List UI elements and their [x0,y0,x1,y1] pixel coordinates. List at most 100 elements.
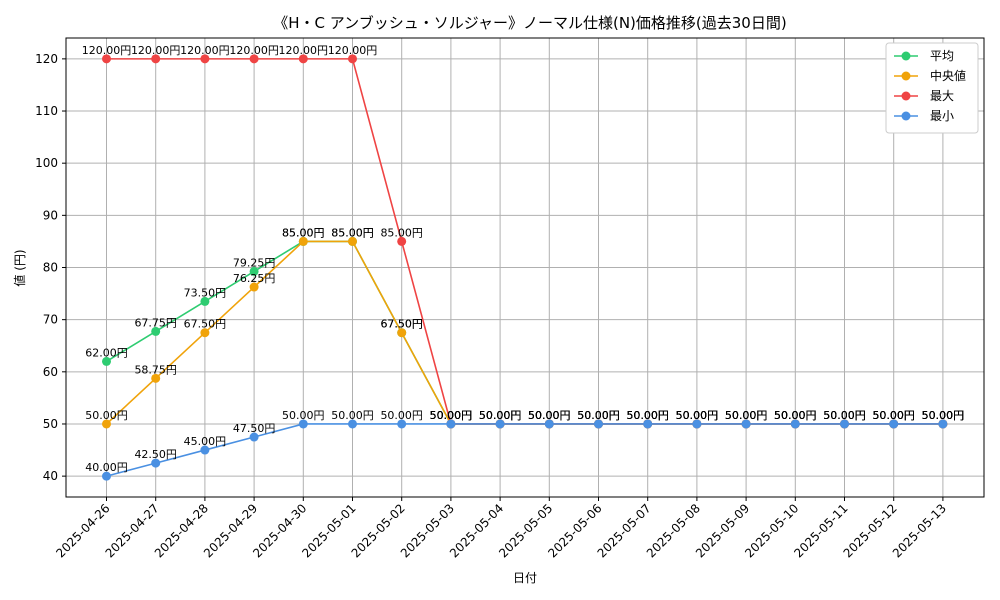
data-label: 50.00円 [626,409,669,422]
legend-label: 中央値 [930,68,966,83]
data-point [200,328,210,338]
data-label: 120.00円 [131,44,181,57]
data-point [889,419,899,429]
data-point [102,419,111,429]
data-label: 120.00円 [328,44,378,57]
x-axis-label: 日付 [513,571,537,585]
data-label: 50.00円 [676,409,719,422]
data-point [446,419,456,429]
data-label: 50.00円 [823,409,866,422]
data-label: 42.50円 [134,448,177,461]
series-lines [102,54,948,481]
data-label: 50.00円 [725,409,768,422]
data-labels: 62.00円 67.75円 73.50円 79.25円 85.00円 85.00円 67.5… [82,44,964,474]
data-label: 50.00円 [774,409,817,422]
legend-marker [901,91,911,101]
data-label: 50.00円 [725,409,768,422]
data-label: 50.00円 [774,409,817,422]
data-point [594,419,603,429]
data-label: 50.00円 [528,409,571,422]
data-label: 67.50円 [380,318,423,331]
data-label: 120.00円 [180,44,230,57]
data-point [249,54,259,64]
data-label: 120.00円 [82,44,132,57]
data-label: 67.50円 [184,318,227,331]
data-label: 50.00円 [430,409,473,422]
data-label: 50.00円 [430,409,473,422]
data-label: 50.00円 [528,409,571,422]
y-tick-label: 100 [35,156,58,170]
data-label: 85.00円 [331,226,374,239]
data-label: 50.00円 [725,409,768,422]
data-label: 67.50円 [380,318,423,331]
data-point [151,458,161,468]
data-point [495,419,505,429]
data-point [643,419,653,429]
y-axis-label: 値 (円) [12,249,27,286]
data-label: 50.00円 [282,409,325,422]
data-label: 58.75円 [134,363,177,376]
y-tick-label: 60 [43,365,58,379]
plot-area-frame [65,37,985,498]
data-point [102,356,111,366]
data-label: 50.00円 [577,409,620,422]
data-label: 50.00円 [577,409,620,422]
y-tick-label: 40 [43,469,58,483]
data-label: 50.00円 [922,409,965,422]
data-label: 50.00円 [823,409,866,422]
legend-box [885,42,979,134]
data-point [249,282,259,292]
data-point [102,54,111,64]
data-point [692,419,702,429]
data-label: 120.00円 [279,44,329,57]
data-point [348,419,357,429]
y-tick-label: 80 [43,261,58,275]
y-tick-label: 90 [43,208,58,222]
data-label: 50.00円 [774,409,817,422]
data-label: 50.00円 [479,409,522,422]
data-label: 50.00円 [577,409,620,422]
legend-marker [901,111,911,121]
data-label: 50.00円 [872,409,915,422]
data-label: 50.00円 [430,409,473,422]
grid [66,38,984,497]
data-label: 85.00円 [331,226,374,239]
data-label: 50.00円 [872,409,915,422]
data-label: 67.75円 [134,316,177,329]
data-point [741,419,751,429]
data-label: 50.00円 [528,409,571,422]
data-point [151,373,161,383]
data-label: 50.00円 [676,409,719,422]
y-tick-label: 70 [43,313,58,327]
data-label: 50.00円 [479,409,522,422]
data-point [200,296,210,306]
data-point [397,419,407,429]
data-label: 50.00円 [626,409,669,422]
data-point [200,445,210,455]
legend-label: 最小 [930,109,954,123]
data-label: 50.00円 [331,409,374,422]
data-label: 50.00円 [676,409,719,422]
data-label: 85.00円 [282,226,325,239]
series-line [106,58,943,425]
data-label: 50.00円 [577,409,620,422]
data-point [200,54,210,64]
data-label: 50.00円 [430,409,473,422]
data-point [348,236,357,246]
axis-ticks: 4050607080901001101202025-04-262025-04-2… [35,52,949,561]
data-label: 50.00円 [872,409,915,422]
data-point [249,432,259,442]
data-point [348,54,357,64]
data-label: 79.25円 [233,256,276,269]
y-tick-label: 120 [35,52,58,66]
data-point [544,419,554,429]
data-label: 50.00円 [823,409,866,422]
data-point [102,471,111,481]
data-label: 50.00円 [823,409,866,422]
data-label: 50.00円 [380,409,423,422]
data-point [938,419,948,429]
data-label: 50.00円 [725,409,768,422]
data-point [298,236,308,246]
